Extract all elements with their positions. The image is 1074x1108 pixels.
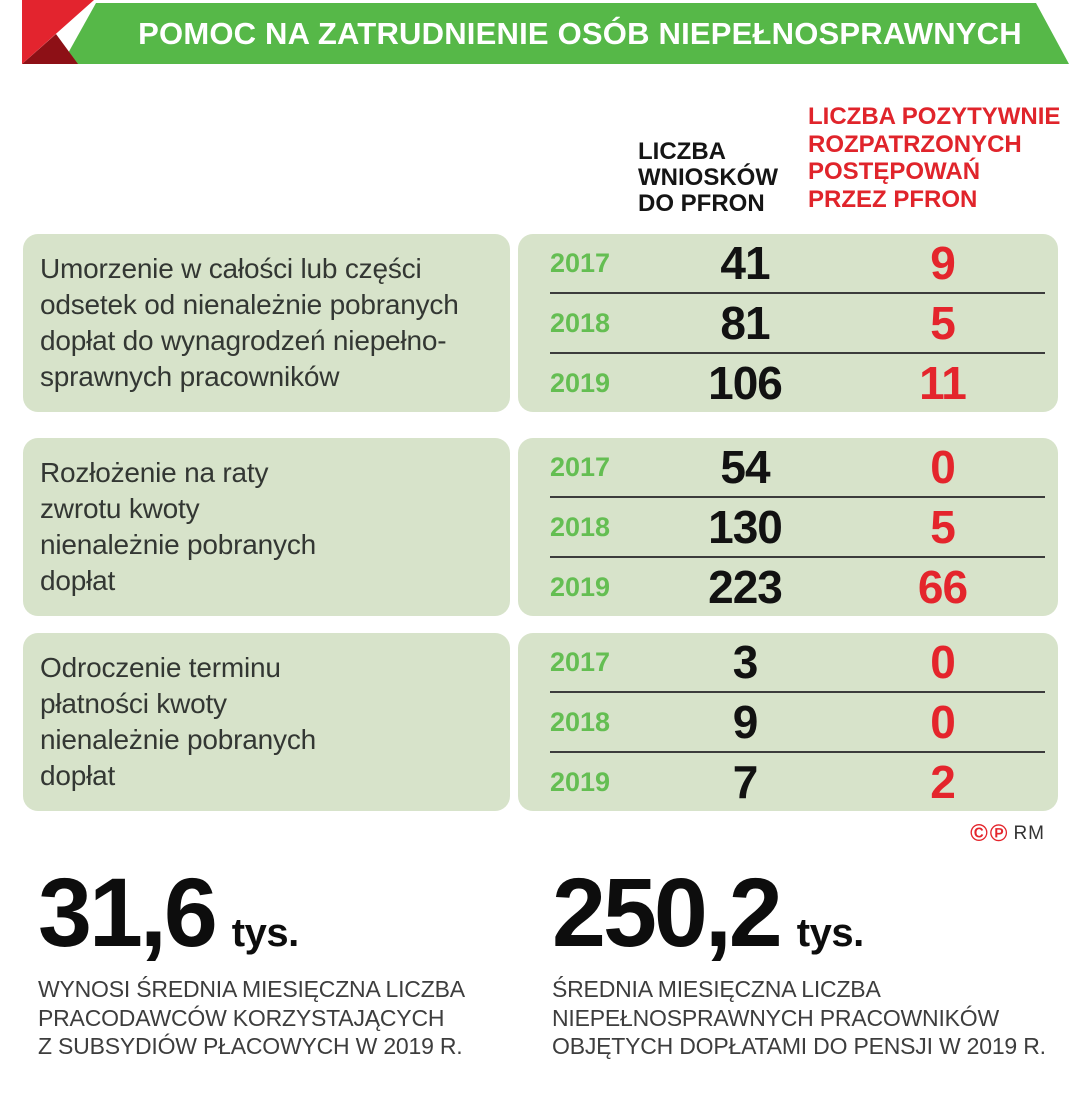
table-row: 2018 81 5 — [550, 294, 1045, 354]
applications-value: 223 — [708, 561, 783, 613]
approved-value: 0 — [930, 441, 956, 493]
banner-background — [62, 3, 1069, 64]
category-label-line: dopłat — [40, 565, 116, 596]
category-data: 2017 41 9 2018 81 5 2019 106 11 — [518, 234, 1058, 412]
stat-number-row: 31,6 tys. — [38, 858, 465, 967]
stat-caption-line: WYNOSI ŚREDNIA MIESIĘCZNA LICZBA — [38, 976, 465, 1002]
copyright-c-icon: © — [970, 820, 988, 847]
column-header-line: PRZEZ PFRON — [808, 185, 978, 213]
year-label: 2017 — [550, 646, 611, 677]
year-label: 2018 — [550, 511, 611, 542]
applications-value: 81 — [720, 297, 770, 349]
table-row: 2017 54 0 — [550, 438, 1045, 498]
column-header-line: POSTĘPOWAŃ — [808, 158, 981, 185]
year-label: 2019 — [550, 766, 611, 797]
applications-value: 41 — [720, 237, 770, 289]
applications-value: 54 — [720, 441, 770, 493]
column-header-line: LICZBA — [638, 138, 726, 165]
column-header-applications: LICZBA WNIOSKÓW DO PFRON — [638, 139, 778, 217]
table-block-rozlozenie: Rozłożenie na raty zwrotu kwoty nienależ… — [0, 438, 1074, 616]
category-data: 2017 54 0 2018 130 5 2019 223 66 — [518, 438, 1058, 616]
category-label-line: Odroczenie terminu — [40, 652, 281, 683]
category-label-line: nienależnie pobranych — [40, 724, 317, 755]
table-row: 2018 9 0 — [550, 693, 1045, 753]
copyright-p-icon: ℗ — [989, 820, 1008, 847]
category-label-line: Rozłożenie na raty — [40, 457, 269, 488]
banner-title-wrap: POMOC NA ZATRUDNIENIE OSÓB NIEPEŁNOSPRAW… — [96, 3, 1064, 64]
category-label-line: Umorzenie w całości lub części — [40, 253, 422, 284]
banner: POMOC NA ZATRUDNIENIE OSÓB NIEPEŁNOSPRAW… — [0, 0, 1074, 70]
approved-value: 11 — [919, 357, 967, 409]
stat-caption: WYNOSI ŚREDNIA MIESIĘCZNA LICZBA PRACODA… — [38, 975, 465, 1061]
table-row: 2017 3 0 — [550, 633, 1045, 693]
stat-number-row: 250,2 tys. — [552, 858, 1046, 967]
approved-value: 9 — [930, 237, 956, 289]
year-label: 2018 — [550, 307, 611, 338]
column-header-approved: LICZBA POZYTYWNIE ROZPATRZONYCH POSTĘPOW… — [808, 103, 1060, 213]
column-header-line: WNIOSKÓW — [638, 164, 778, 191]
applications-value: 7 — [732, 756, 759, 808]
approved-value: 5 — [930, 297, 956, 349]
table-block-umorzenie: Umorzenie w całości lub części odsetek o… — [0, 234, 1074, 412]
applications-value: 130 — [708, 501, 783, 553]
category-label-line: odsetek od nienależnie pobranych — [40, 289, 459, 320]
category-data: 2017 3 0 2018 9 0 2019 7 2 — [518, 633, 1058, 811]
copyright: © ℗ RM — [970, 822, 1045, 846]
year-label: 2018 — [550, 706, 611, 737]
table-row: 2019 106 11 — [550, 354, 1045, 412]
approved-value: 0 — [930, 696, 956, 748]
category-label-line: dopłat do wynagrodzeń niepełno- — [40, 325, 447, 356]
stat-value: 250,2 — [552, 858, 783, 967]
stat-caption-line: NIEPEŁNOSPRAWNYCH PRACOWNIKÓW — [552, 1004, 1000, 1031]
table-row: 2018 130 5 — [550, 498, 1045, 558]
stat-caption-line: Z SUBSYDIÓW PŁACOWYCH W 2019 R. — [38, 1033, 463, 1059]
table-block-odroczenie: Odroczenie terminu płatności kwoty niena… — [0, 633, 1074, 811]
stat-employers: 31,6 tys. WYNOSI ŚREDNIA MIESIĘCZNA LICZ… — [38, 858, 465, 1061]
table-row: 2019 7 2 — [550, 753, 1045, 811]
category-label-line: płatności kwoty — [40, 688, 227, 719]
stat-value: 31,6 — [38, 858, 218, 967]
table-row: 2017 41 9 — [550, 234, 1045, 294]
column-header-line: DO PFRON — [638, 190, 765, 217]
stat-employees: 250,2 tys. ŚREDNIA MIESIĘCZNA LICZBA NIE… — [552, 858, 1046, 1061]
stat-caption: ŚREDNIA MIESIĘCZNA LICZBA NIEPEŁNOSPRAWN… — [552, 975, 1046, 1061]
approved-value: 5 — [930, 501, 956, 553]
category-label-line: nienależnie pobranych — [40, 529, 317, 560]
stat-unit: tys. — [796, 911, 864, 955]
year-label: 2017 — [550, 247, 611, 278]
category-label: Umorzenie w całości lub części odsetek o… — [23, 234, 510, 412]
category-label-line: zwrotu kwoty — [40, 493, 200, 524]
applications-value: 106 — [708, 357, 783, 409]
category-label: Odroczenie terminu płatności kwoty niena… — [23, 633, 510, 811]
applications-value: 3 — [732, 636, 759, 688]
approved-value: 66 — [917, 561, 968, 613]
copyright-text: RM — [1013, 823, 1045, 844]
year-label: 2017 — [550, 451, 611, 482]
applications-value: 9 — [732, 696, 759, 748]
category-label-line: sprawnych pracowników — [40, 361, 340, 392]
stat-caption-line: OBJĘTYCH DOPŁATAMI DO PENSJI W 2019 R. — [552, 1033, 1046, 1059]
stat-caption-line: PRACODAWCÓW KORZYSTAJĄCYCH — [38, 1004, 445, 1031]
stat-caption-line: ŚREDNIA MIESIĘCZNA LICZBA — [552, 976, 881, 1002]
column-header-line: LICZBA POZYTYWNIE — [808, 103, 1061, 130]
category-label: Rozłożenie na raty zwrotu kwoty nienależ… — [23, 438, 510, 616]
column-header-line: ROZPATRZONYCH — [808, 130, 1022, 158]
approved-value: 2 — [930, 756, 956, 808]
approved-value: 0 — [930, 636, 956, 688]
year-label: 2019 — [550, 571, 611, 602]
page-title: POMOC NA ZATRUDNIENIE OSÓB NIEPEŁNOSPRAW… — [138, 15, 1022, 51]
stat-unit: tys. — [231, 911, 299, 955]
category-label-line: dopłat — [40, 760, 116, 791]
table-row: 2019 223 66 — [550, 558, 1045, 616]
year-label: 2019 — [550, 367, 611, 398]
